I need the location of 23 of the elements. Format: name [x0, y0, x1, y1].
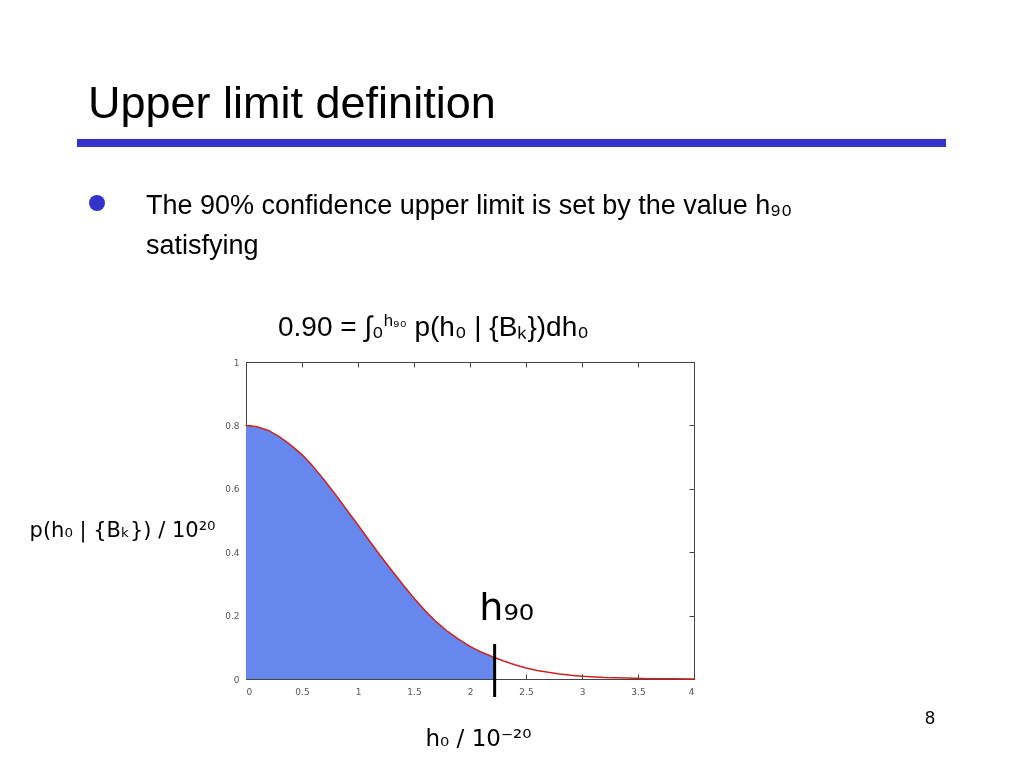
chart-title: Upper limit definition	[88, 77, 496, 129]
y-tick-label: 0	[233, 674, 240, 685]
y-tick-label: 0.2	[225, 611, 240, 622]
y-tick-label: 0.4	[225, 547, 240, 558]
line-series	[245, 424, 695, 680]
text: 0.90 = ∫₀$^{h₉₀}$ p(h₀ | {Bₖ})dh₀	[278, 310, 589, 345]
text: 8	[925, 707, 936, 729]
x-tick-label: 3	[579, 686, 586, 697]
x-axis-title: h₀ / 10⁻²⁰	[425, 724, 532, 751]
ref-line-label: h₉₀	[479, 585, 534, 629]
x-tick-label: 0.5	[295, 686, 310, 697]
y-axis-title: p(h₀ | {Bₖ}) / 10²⁰	[29, 517, 216, 543]
y-tick-label: 1	[233, 357, 240, 368]
x-tick-label: 2.5	[519, 686, 534, 697]
x-tick-label: 3.5	[631, 686, 646, 697]
x-tick-label: 1.5	[407, 686, 422, 697]
text: The 90% confidence upper limit is set by the value h₉₀ satisfying	[146, 189, 794, 262]
y-tick-label: 0.6	[225, 484, 240, 495]
x-tick-label: 0	[246, 686, 253, 697]
x-tick-label: 2	[467, 686, 474, 697]
y-tick-label: 0.8	[225, 420, 240, 431]
x-tick-label: 4	[688, 686, 695, 697]
x-tick-label: 1	[355, 686, 362, 697]
